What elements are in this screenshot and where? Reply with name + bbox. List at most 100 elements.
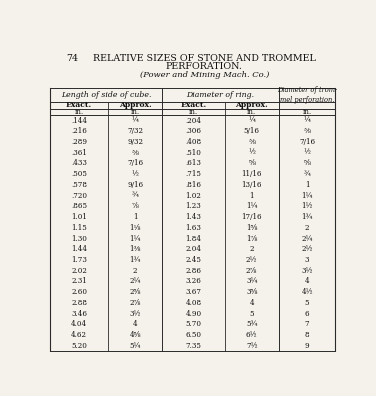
Text: 2: 2 [249,245,254,253]
Text: 3⅝: 3⅝ [246,288,258,296]
Text: 3.46: 3.46 [71,310,87,318]
Text: 3½: 3½ [302,267,313,275]
Text: 1.23: 1.23 [185,202,201,210]
Text: Exact.: Exact. [66,101,92,109]
Text: 4: 4 [249,299,254,307]
Text: in.: in. [302,108,312,116]
Text: .408: .408 [185,138,202,146]
Text: 5: 5 [249,310,254,318]
Text: 1: 1 [305,181,309,189]
Text: 4½: 4½ [301,288,313,296]
Text: .613: .613 [185,160,202,168]
Text: 1⅞: 1⅞ [246,234,258,243]
Text: Length of side of cube.: Length of side of cube. [61,91,151,99]
Text: .204: .204 [185,116,202,125]
Text: ⅜: ⅜ [304,127,311,135]
Text: ⅞: ⅞ [132,202,139,210]
Text: 1: 1 [249,192,254,200]
Text: 2.31: 2.31 [71,278,87,286]
Text: 1.30: 1.30 [71,234,87,243]
Text: 1⅝: 1⅝ [246,224,258,232]
Text: 3¼: 3¼ [246,278,258,286]
Text: .216: .216 [71,127,87,135]
Text: 5¼: 5¼ [129,342,141,350]
Text: 2.02: 2.02 [71,267,87,275]
Text: 7/32: 7/32 [127,127,143,135]
Text: in.: in. [74,108,84,116]
Text: 1.01: 1.01 [71,213,87,221]
Text: 8: 8 [305,331,309,339]
Text: 2⅝: 2⅝ [129,288,141,296]
Text: 1.15: 1.15 [71,224,87,232]
Text: 1⅜: 1⅜ [129,245,141,253]
Text: 6½: 6½ [246,331,258,339]
Text: 1.44: 1.44 [71,245,87,253]
Text: 1¾: 1¾ [302,213,313,221]
Text: 6.50: 6.50 [185,331,202,339]
Text: 7: 7 [305,320,309,328]
Text: .144: .144 [71,116,87,125]
Text: 2¼: 2¼ [302,234,313,243]
Text: RELATIVE SIZES OF STONE AND TROMMEL: RELATIVE SIZES OF STONE AND TROMMEL [93,53,316,63]
Text: 2.86: 2.86 [185,267,202,275]
Text: 6: 6 [305,310,309,318]
Text: ¾: ¾ [304,170,311,178]
Text: 2¼: 2¼ [129,278,141,286]
Text: in.: in. [247,108,256,116]
Text: 4.62: 4.62 [71,331,87,339]
Text: 1¾: 1¾ [129,256,141,264]
Text: ¾: ¾ [132,192,139,200]
Text: ½: ½ [248,149,255,157]
Text: 7½: 7½ [246,342,258,350]
Text: 1: 1 [133,213,137,221]
Text: 3.26: 3.26 [185,278,202,286]
Text: 2⅞: 2⅞ [129,299,141,307]
Text: .715: .715 [185,170,202,178]
Text: .510: .510 [185,149,202,157]
Text: (Power and Mining Mach. Co.): (Power and Mining Mach. Co.) [139,71,269,79]
Text: Diameter of ring.: Diameter of ring. [186,91,255,99]
Text: ⅝: ⅝ [304,160,311,168]
Text: 2.45: 2.45 [185,256,202,264]
Text: 5: 5 [305,299,309,307]
Text: 11/16: 11/16 [241,170,262,178]
Text: .720: .720 [71,192,87,200]
Text: Approx.: Approx. [119,101,152,109]
Text: 2½: 2½ [302,245,313,253]
Text: 1.73: 1.73 [71,256,87,264]
Text: 4.90: 4.90 [185,310,202,318]
Text: ½: ½ [304,149,311,157]
Text: 74: 74 [66,53,78,63]
Text: 7/16: 7/16 [127,160,143,168]
Text: in.: in. [130,108,140,116]
Text: 17/16: 17/16 [241,213,262,221]
Text: .578: .578 [71,181,87,189]
Text: 2.04: 2.04 [185,245,202,253]
Text: .306: .306 [185,127,202,135]
Text: 1⅛: 1⅛ [129,224,141,232]
Text: 5¾: 5¾ [246,320,258,328]
Text: .361: .361 [71,149,87,157]
Text: 1½: 1½ [302,202,313,210]
Text: 4.08: 4.08 [185,299,202,307]
Text: .505: .505 [71,170,87,178]
Text: 7.35: 7.35 [185,342,202,350]
Text: 2.60: 2.60 [71,288,87,296]
Text: 2: 2 [305,224,309,232]
Text: 9/16: 9/16 [127,181,143,189]
Text: 4: 4 [305,278,309,286]
Text: Exact.: Exact. [180,101,206,109]
Text: ¼: ¼ [304,116,311,125]
Text: 5.20: 5.20 [71,342,87,350]
Text: 1.43: 1.43 [185,213,202,221]
Text: 7/16: 7/16 [299,138,315,146]
Text: 1¼: 1¼ [246,202,258,210]
Text: PERFORATION.: PERFORATION. [166,61,243,70]
Text: 1¼: 1¼ [129,234,141,243]
Text: 13/16: 13/16 [241,181,262,189]
Text: Diameter of trom-
mel perforation.: Diameter of trom- mel perforation. [277,86,337,104]
Text: 1.02: 1.02 [185,192,202,200]
Text: Approx.: Approx. [235,101,268,109]
Text: .289: .289 [71,138,87,146]
Text: 1¼: 1¼ [302,192,313,200]
